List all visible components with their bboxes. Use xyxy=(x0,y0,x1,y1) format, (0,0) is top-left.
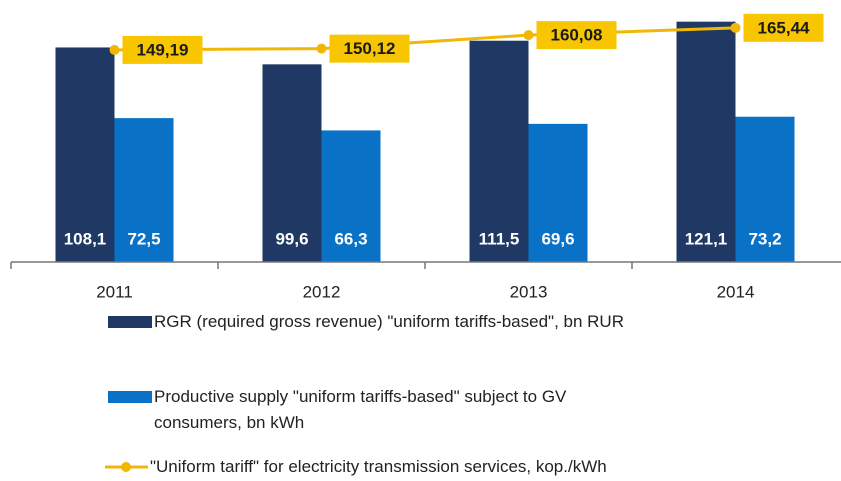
value-label-box xyxy=(329,34,410,63)
legend-label: RGR (required gross revenue) "uniform ta… xyxy=(154,312,624,331)
line-point xyxy=(523,30,534,41)
bar xyxy=(469,40,529,262)
bar xyxy=(735,116,795,262)
value-label-box xyxy=(122,35,203,64)
line-value-label: 150,12 xyxy=(344,39,396,58)
line-value-label: 160,08 xyxy=(551,26,603,45)
line-point xyxy=(730,22,741,33)
legend-swatch xyxy=(108,316,152,328)
line xyxy=(114,26,736,52)
bar-value-label: 108,1 xyxy=(64,229,107,248)
bar xyxy=(321,130,381,262)
bar xyxy=(114,118,174,262)
line-value-label: 149,19 xyxy=(137,40,189,59)
value-label-box xyxy=(536,21,617,50)
line-point xyxy=(316,43,327,54)
value-label-box xyxy=(743,13,824,42)
bar-value-label: 69,6 xyxy=(541,229,574,248)
bar xyxy=(55,47,115,263)
bar-value-label: 72,5 xyxy=(127,229,160,248)
bar xyxy=(676,21,736,263)
bar-value-label: 111,5 xyxy=(479,229,520,248)
bar-value-label: 99,6 xyxy=(275,229,308,248)
x-tick-label: 2014 xyxy=(717,282,755,301)
bar-value-label: 121,1 xyxy=(685,229,728,248)
legend-swatch xyxy=(121,462,131,472)
x-tick-label: 2013 xyxy=(510,282,548,301)
line-point xyxy=(109,44,120,55)
bar xyxy=(528,123,588,263)
legend-label: "Uniform tariff" for electricity transmi… xyxy=(150,457,607,476)
x-tick-label: 2011 xyxy=(96,282,133,301)
line-value-label: 165,44 xyxy=(758,18,811,37)
bar xyxy=(262,64,322,262)
legend-swatch xyxy=(108,391,152,403)
bar-value-label: 73,2 xyxy=(748,229,781,248)
x-tick-label: 2012 xyxy=(303,282,341,301)
bar-value-label: 66,3 xyxy=(334,229,367,248)
legend-label: Productive supply "uniform tariffs-based… xyxy=(154,387,567,432)
